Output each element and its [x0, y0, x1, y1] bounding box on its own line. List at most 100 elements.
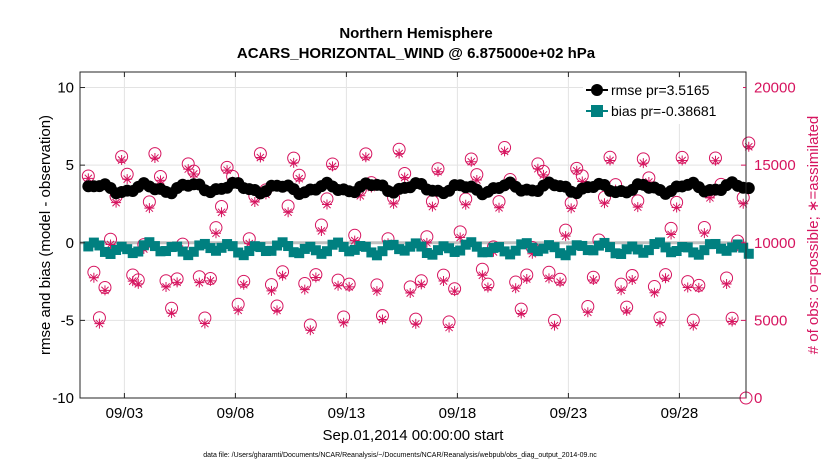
bias-point — [172, 241, 183, 252]
bias-point — [643, 245, 654, 256]
bias-point — [727, 242, 738, 253]
obs-assimilated-point — [482, 282, 493, 293]
obs-assimilated-point — [161, 281, 172, 292]
legend-bias-marker — [591, 105, 603, 117]
obs-assimilated-point — [460, 199, 471, 210]
obs-assimilated-point — [693, 282, 704, 293]
bias-point — [671, 245, 682, 256]
y-left-tick-label: -5 — [61, 312, 74, 329]
obs-assimilated-point — [566, 203, 577, 214]
bias-point — [621, 244, 632, 255]
bias-point — [704, 239, 715, 250]
bias-point — [605, 242, 616, 253]
obs-assimilated-point — [305, 325, 316, 336]
bias-point — [677, 241, 688, 252]
x-tick-label: 09/13 — [328, 405, 366, 422]
obs-assimilated-point — [444, 322, 455, 333]
obs-assimilated-point — [255, 152, 266, 163]
bias-point — [438, 241, 449, 252]
obs-assimilated-point — [405, 288, 416, 299]
bias-point — [277, 237, 288, 248]
bias-point — [210, 245, 221, 256]
bias-point — [249, 241, 260, 252]
obs-count-series — [81, 136, 756, 405]
bias-point — [194, 240, 205, 251]
obs-assimilated-point — [94, 318, 105, 329]
obs-assimilated-point — [710, 155, 721, 166]
bias-point — [549, 242, 560, 253]
bias-point — [693, 249, 704, 260]
bias-point — [527, 242, 538, 253]
bias-point — [149, 241, 160, 252]
bias-point — [116, 241, 127, 252]
obs-assimilated-point — [654, 317, 665, 328]
obs-assimilated-point — [699, 228, 710, 239]
x-tick-label: 09/18 — [439, 405, 477, 422]
bias-point — [721, 245, 732, 256]
bias-point — [205, 243, 216, 254]
bias-point — [666, 247, 677, 258]
obs-assimilated-point — [432, 166, 443, 177]
obs-assimilated-point — [621, 305, 632, 316]
bias-point — [377, 246, 388, 257]
bias-point — [560, 250, 571, 261]
obs-assimilated-point — [421, 237, 432, 248]
bias-point — [294, 248, 305, 259]
bias-point — [355, 241, 366, 252]
chart-subtitle: ACARS_HORIZONTAL_WIND @ 6.875000e+02 hPa — [237, 45, 596, 62]
bias-point — [127, 248, 138, 259]
obs-assimilated-point — [111, 197, 122, 208]
bias-point — [405, 241, 416, 252]
obs-assimilated-point — [394, 148, 405, 159]
bias-point — [466, 237, 477, 248]
obs-assimilated-point — [438, 276, 449, 287]
obs-assimilated-point — [133, 278, 144, 289]
bias-point — [682, 242, 693, 253]
bias-point — [266, 245, 277, 256]
obs-assimilated-point — [216, 207, 227, 218]
obs-assimilated-point — [743, 141, 754, 152]
obs-assimilated-point — [333, 280, 344, 291]
bias-point — [327, 239, 338, 250]
obs-assimilated-point — [410, 318, 421, 329]
obs-assimilated-point — [222, 165, 233, 176]
bias-point — [716, 243, 727, 254]
legend-rmse-label: rmse pr=3.5165 — [611, 82, 710, 98]
bias-point — [83, 241, 94, 252]
obs-assimilated-point — [638, 158, 649, 169]
obs-assimilated-point — [494, 202, 505, 213]
bias-point — [477, 247, 488, 258]
obs-assimilated-point — [543, 273, 554, 284]
bias-point — [360, 241, 371, 252]
bias-point — [699, 245, 710, 256]
legend: rmse pr=3.5165 bias pr=-0.38681 — [583, 78, 743, 124]
obs-assimilated-point — [166, 308, 177, 319]
x-axis: 09/03 09/08 09/13 09/18 09/23 09/28 — [106, 72, 698, 422]
legend-box — [583, 78, 743, 124]
obs-assimilated-point — [344, 281, 355, 292]
bias-point — [649, 239, 660, 250]
bias-point — [627, 241, 638, 252]
left-y-axis-label: rmse and bias (model - observation) — [37, 115, 54, 355]
legend-rmse-marker — [591, 84, 603, 96]
obs-assimilated-point — [233, 305, 244, 316]
y-right-tick-label: 0 — [754, 390, 762, 407]
obs-assimilated-point — [277, 270, 288, 281]
obs-assimilated-point — [122, 174, 133, 185]
obs-assimilated-point — [349, 235, 360, 246]
bias-point — [88, 237, 99, 248]
obs-assimilated-point — [704, 192, 715, 203]
bias-point — [394, 244, 405, 255]
bias-point — [432, 245, 443, 256]
obs-assimilated-point — [616, 285, 627, 296]
plot-frame — [79, 71, 747, 399]
bias-point — [499, 246, 510, 257]
obs-assimilated-point — [599, 198, 610, 209]
legend-bias-label: bias pr=-0.38681 — [611, 103, 717, 119]
right-y-axis-label: # of obs: o=possible; ∗=assimilated — [805, 116, 822, 355]
obs-assimilated-point — [571, 165, 582, 176]
obs-assimilated-point — [427, 201, 438, 212]
bias-point — [216, 242, 227, 253]
obs-assimilated-point — [671, 202, 682, 213]
